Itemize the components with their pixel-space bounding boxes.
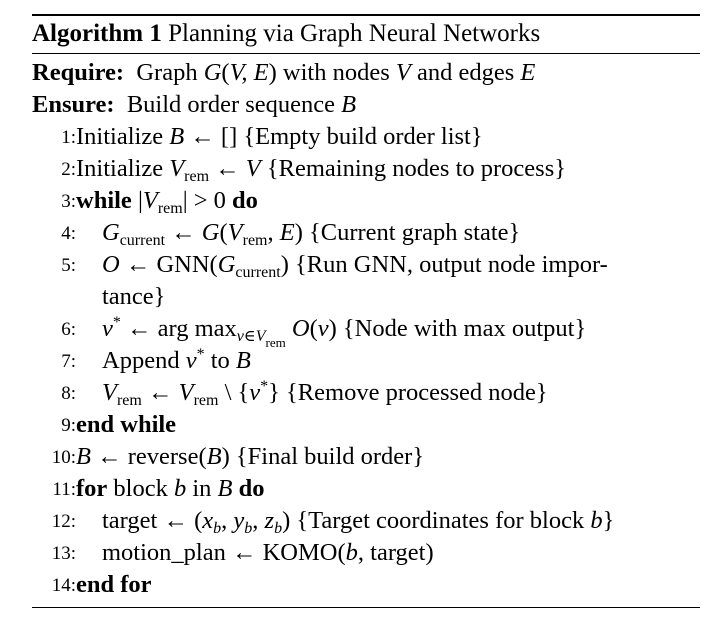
line-comment-continued: tance} xyxy=(102,283,166,310)
line-text: block xyxy=(113,475,168,502)
algo-line-9: 9: end while xyxy=(32,409,700,441)
algo-line-5-cont: tance} xyxy=(32,281,700,313)
end-while-keyword: end while xyxy=(76,411,177,438)
line-comment: {Remove processed node} xyxy=(286,379,548,406)
line-number: 8: xyxy=(61,383,76,404)
line-comment: {Final build order} xyxy=(235,443,425,470)
algo-line-3: 3: while |Vrem| > 0 do xyxy=(32,185,700,217)
ensure-keyword: Ensure: xyxy=(32,91,115,118)
line-text: Append xyxy=(102,347,180,374)
do-keyword: do xyxy=(238,475,265,502)
algo-line-11: 11: for block b in B do xyxy=(32,473,700,505)
top-rule xyxy=(32,14,700,16)
line-comment: {Current graph state} xyxy=(309,219,521,246)
line-text-mid: in xyxy=(192,475,212,502)
do-keyword: do xyxy=(232,187,258,214)
line-text: target xyxy=(102,507,158,534)
while-keyword: while xyxy=(76,187,132,214)
line-comment: {Target coordinates for block xyxy=(296,507,585,534)
algorithm-title: Planning via Graph Neural Networks xyxy=(168,20,541,47)
line-text: Initialize xyxy=(76,155,164,182)
algo-line-2: 2: Initialize Vrem ← V {Remaining nodes … xyxy=(32,153,700,185)
line-number: 7: xyxy=(61,351,76,372)
line-number: 3: xyxy=(61,191,76,212)
algo-line-5: 5: O ← GNN(Gcurrent) {Run GNN, output no… xyxy=(32,249,700,281)
for-keyword: for xyxy=(76,475,108,502)
algo-line-1: 1: Initialize B ← [] {Empty build order … xyxy=(32,121,700,153)
function-name: GNN xyxy=(156,251,210,278)
algo-line-6: 6: v* ← arg maxv∈Vrem O(v) {Node with ma… xyxy=(32,313,700,350)
algo-line-12: 12: target ← (xb, yb, zb) {Target coordi… xyxy=(32,505,700,537)
line-number: 4: xyxy=(61,223,76,244)
require-text-mid: with nodes xyxy=(282,59,390,86)
line-number: 10: xyxy=(51,447,76,468)
function-name: KOMO xyxy=(262,539,338,566)
require-line: Require: Graph G(V, E) with nodes V and … xyxy=(32,59,536,86)
line-number: 11: xyxy=(52,479,76,500)
line-number: 2: xyxy=(61,159,76,180)
algo-line-7: 7: Append v* to B xyxy=(32,345,700,377)
function-name: arg max xyxy=(157,315,237,342)
function-arg: target xyxy=(370,539,426,566)
algorithm-block: Algorithm 1 Planning via Graph Neural Ne… xyxy=(32,14,700,608)
function-name: reverse xyxy=(127,443,199,470)
bottom-rule xyxy=(32,607,700,608)
line-comment: {Empty build order list} xyxy=(243,123,483,150)
line-number: 1: xyxy=(61,127,76,148)
end-for-keyword: end for xyxy=(76,571,152,598)
line-text: Initialize xyxy=(76,123,164,150)
line-comment: {Node with max output} xyxy=(342,315,587,342)
caption-rule xyxy=(32,53,700,54)
line-text-mid: to xyxy=(210,347,230,374)
algo-line-8: 8: Vrem ← Vrem \ {v*} {Remove processed … xyxy=(32,377,700,409)
algo-line-13: 13: motion_plan ← KOMO(b, target) xyxy=(32,537,700,569)
algorithm-caption: Algorithm 1 Planning via Graph Neural Ne… xyxy=(32,16,700,53)
line-comment: {Remaining nodes to process} xyxy=(266,155,566,182)
algo-line-14: 14: end for xyxy=(32,569,700,601)
algorithm-label: Algorithm 1 xyxy=(32,20,162,47)
require-text: Graph xyxy=(136,59,198,86)
line-text: motion_plan xyxy=(102,539,226,566)
line-number: 14: xyxy=(51,575,76,596)
line-number: 5: xyxy=(61,255,76,276)
require-text-mid2: and edges xyxy=(416,59,515,86)
algorithm-body: Require: Graph G(V, E) with nodes V and … xyxy=(32,54,700,601)
line-comment-end: } xyxy=(602,507,615,534)
line-number: 12: xyxy=(51,511,76,532)
line-number: 13: xyxy=(51,543,76,564)
line-number: 9: xyxy=(61,415,76,436)
line-comment: {Run GNN, output node impor- xyxy=(295,251,608,278)
algo-line-10: 10: B ← reverse(B) {Final build order} xyxy=(32,441,700,473)
ensure-text: Build order sequence xyxy=(126,91,336,118)
ensure-line: Ensure: Build order sequence B xyxy=(32,91,357,118)
line-number: 6: xyxy=(61,319,76,340)
require-keyword: Require: xyxy=(32,59,125,86)
algo-line-4: 4: Gcurrent ← G(Vrem, E) {Current graph … xyxy=(32,217,700,249)
